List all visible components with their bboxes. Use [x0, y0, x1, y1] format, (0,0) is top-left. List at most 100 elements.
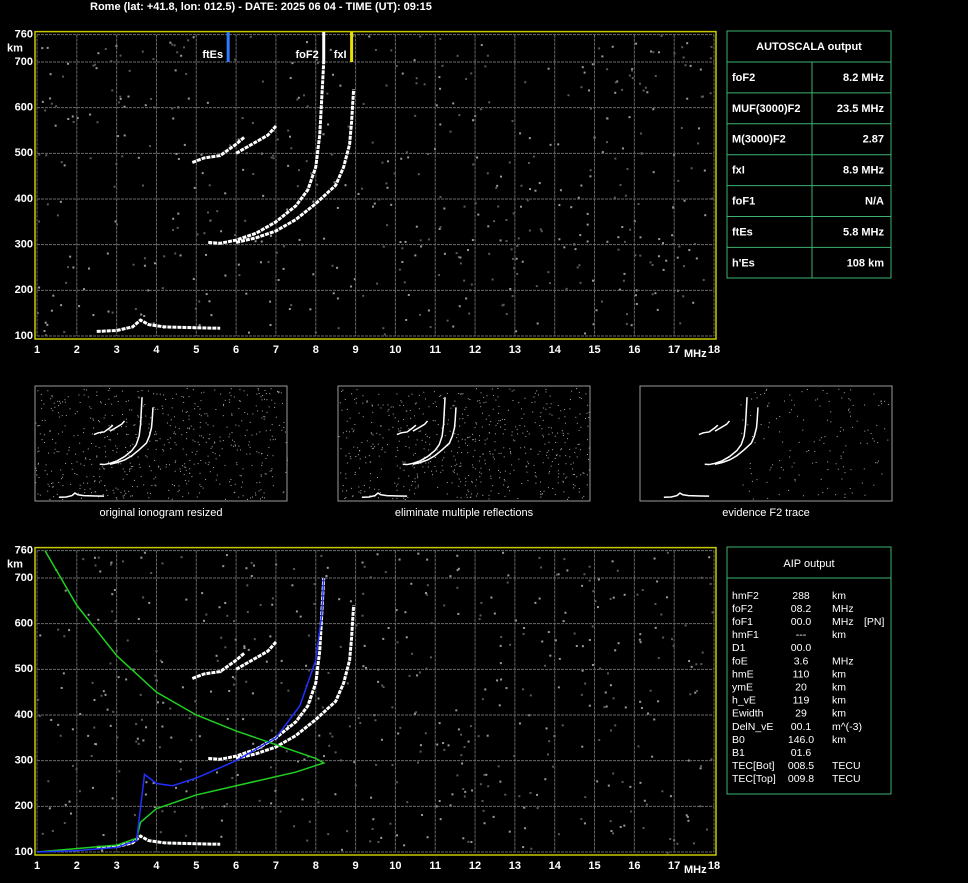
noise: [64, 803, 67, 806]
noise: [247, 413, 249, 415]
noise: [197, 441, 199, 443]
noise: [638, 638, 641, 641]
noise: [77, 434, 79, 436]
noise: [356, 389, 358, 391]
noise: [412, 481, 414, 483]
noise: [285, 442, 287, 444]
noise: [259, 603, 262, 606]
noise: [500, 175, 503, 178]
y-tick-label: 600: [15, 102, 33, 114]
noise: [354, 473, 356, 475]
noise: [185, 834, 188, 837]
noise: [260, 489, 262, 491]
noise: [280, 681, 283, 684]
noise: [49, 431, 51, 433]
noise: [630, 810, 633, 813]
noise: [63, 330, 66, 333]
noise: [257, 388, 259, 390]
noise: [280, 392, 282, 394]
noise: [168, 442, 170, 444]
noise: [364, 491, 366, 493]
noise: [618, 288, 621, 291]
noise: [507, 574, 510, 577]
noise: [303, 94, 306, 97]
noise: [686, 42, 689, 45]
noise: [483, 402, 485, 404]
noise: [449, 804, 452, 807]
aip-cell: MHz: [832, 603, 854, 615]
noise: [105, 456, 107, 458]
noise: [38, 450, 40, 452]
noise: [272, 455, 274, 457]
noise: [502, 433, 504, 435]
noise: [374, 719, 377, 722]
noise: [461, 438, 463, 440]
noise: [269, 300, 272, 303]
noise: [690, 665, 693, 668]
y-tick-label: 760: [15, 545, 33, 557]
noise: [180, 470, 182, 472]
noise: [192, 278, 195, 281]
noise: [228, 436, 230, 438]
noise: [457, 256, 460, 259]
noise: [539, 416, 541, 418]
noise: [637, 745, 640, 748]
noise: [55, 105, 58, 108]
noise: [629, 785, 632, 788]
noise: [353, 761, 356, 764]
noise: [484, 459, 486, 461]
noise: [456, 496, 458, 498]
noise: [421, 439, 423, 441]
noise: [342, 485, 344, 487]
noise: [459, 256, 462, 259]
noise: [83, 428, 85, 430]
noise: [113, 492, 115, 494]
noise: [188, 428, 190, 430]
noise: [282, 492, 284, 494]
noise: [693, 242, 696, 245]
noise: [135, 740, 138, 743]
noise: [801, 391, 803, 393]
noise: [580, 426, 582, 428]
noise: [276, 138, 279, 141]
noise: [271, 603, 274, 606]
noise: [462, 393, 464, 395]
noise: [557, 482, 559, 484]
noise: [296, 760, 299, 763]
noise: [689, 64, 692, 67]
noise: [522, 432, 524, 434]
noise: [661, 242, 664, 245]
noise: [39, 494, 41, 496]
noise: [93, 726, 96, 729]
noise: [101, 849, 104, 852]
noise: [141, 50, 144, 53]
noise: [50, 408, 52, 410]
noise: [408, 395, 410, 397]
noise: [457, 440, 459, 442]
noise: [365, 666, 368, 669]
noise: [230, 395, 232, 397]
noise: [50, 309, 53, 312]
noise: [320, 554, 323, 557]
noise: [848, 408, 850, 410]
noise: [155, 431, 157, 433]
noise: [396, 497, 398, 499]
noise: [183, 396, 185, 398]
noise: [581, 497, 583, 499]
noise: [205, 441, 207, 443]
noise: [89, 488, 91, 490]
noise: [844, 496, 846, 498]
noise: [428, 406, 430, 408]
noise: [492, 485, 494, 487]
noise: [449, 430, 451, 432]
noise: [395, 781, 398, 784]
noise: [41, 407, 43, 409]
noise: [416, 473, 418, 475]
noise: [751, 436, 753, 438]
noise: [46, 473, 48, 475]
noise: [382, 637, 385, 640]
noise: [408, 674, 411, 677]
noise: [428, 449, 430, 451]
noise: [257, 389, 259, 391]
noise: [201, 172, 204, 175]
